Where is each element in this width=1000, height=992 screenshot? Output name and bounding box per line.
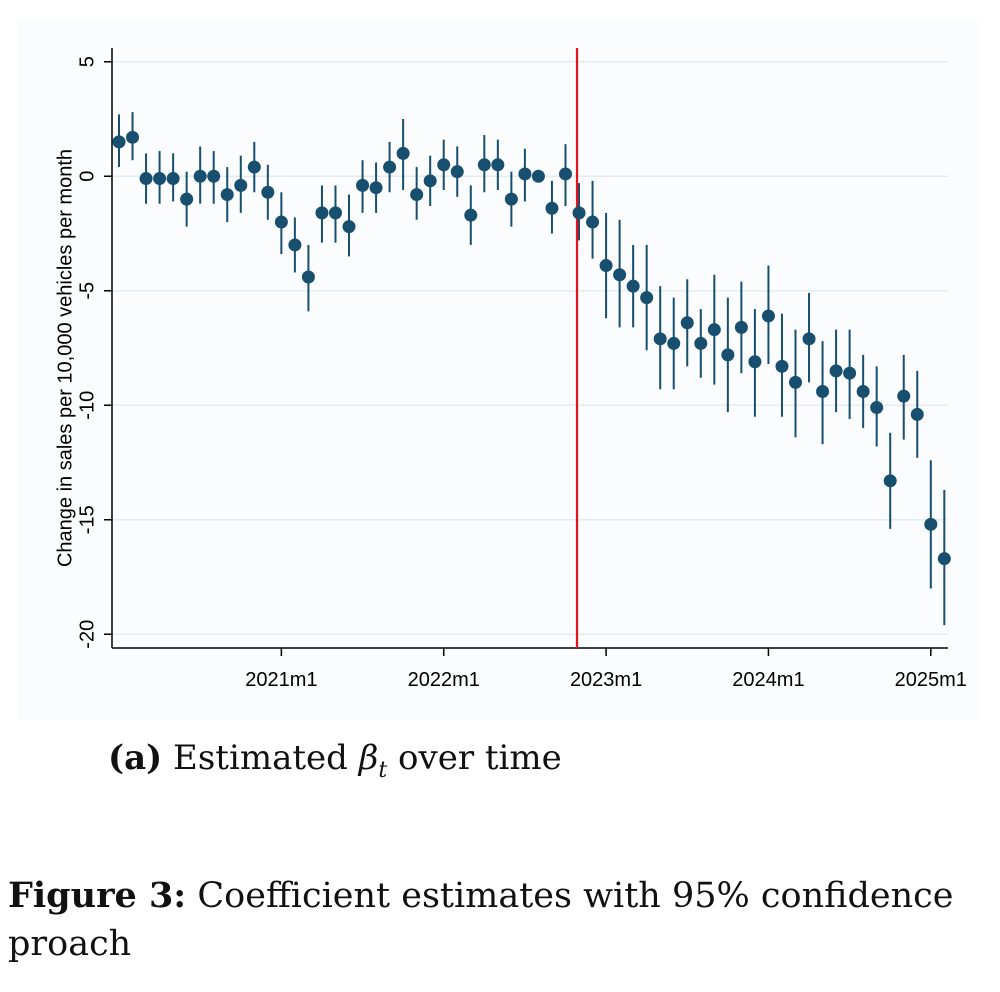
coefficient-point <box>220 188 234 202</box>
coefficient-point <box>572 206 586 220</box>
coefficient-point <box>491 158 505 172</box>
coefficient-point <box>680 316 694 330</box>
coefficient-point <box>518 167 532 181</box>
coefficient-point <box>843 366 857 380</box>
coefficient-point <box>504 192 518 206</box>
subfigure-text-pre: Estimated <box>173 738 348 778</box>
coefficient-point <box>586 215 600 229</box>
coefficient-point <box>829 364 843 378</box>
x-tick-label: 2021m1 <box>245 669 317 691</box>
x-tick-label: 2023m1 <box>570 669 642 691</box>
coefficient-point <box>288 238 302 252</box>
coefficient-point <box>653 332 667 346</box>
coefficient-point <box>545 201 559 215</box>
coefficient-point <box>816 385 830 399</box>
y-tick-label: 5 <box>76 56 98 67</box>
coefficient-point <box>112 135 126 149</box>
y-tick-label: 0 <box>76 171 98 182</box>
coefficient-point <box>328 206 342 220</box>
axis-layer: 5 0 -5 -10 -15 -20 2021m1 2022m1 2023m1 2024m1 202… <box>76 48 967 691</box>
coefficient-point <box>274 215 288 229</box>
coefficient-point <box>721 348 735 362</box>
coefficient-point <box>640 291 654 305</box>
subfigure-label: (a) <box>108 738 163 778</box>
y-tick-label: -5 <box>76 282 98 300</box>
y-tick-label: -20 <box>76 620 98 649</box>
coefficient-point <box>802 332 816 346</box>
coefficient-point <box>423 174 437 188</box>
coefficient-point <box>870 401 884 415</box>
coefficient-point <box>153 172 167 186</box>
coefficient-point <box>613 268 627 282</box>
coefficient-point <box>301 270 315 284</box>
coefficient-point <box>464 208 478 222</box>
coefficient-point <box>139 172 153 186</box>
coefficient-point <box>937 552 951 566</box>
coefficient-point <box>667 336 681 350</box>
grid-layer <box>112 60 948 636</box>
coefficient-point <box>531 169 545 183</box>
coefficient-point <box>599 259 613 273</box>
y-axis-title: Change in sales per 10,000 vehicles per … <box>54 149 76 567</box>
x-tick-label: 2024m1 <box>732 669 804 691</box>
coefficient-point <box>315 206 329 220</box>
figure-caption-text: Coefficient estimates with 95% confidenc… <box>197 876 954 916</box>
coefficient-point <box>383 160 397 174</box>
coefficient-point <box>789 375 802 389</box>
coefficient-point <box>856 385 870 399</box>
x-tick-label: 2025m1 <box>895 669 967 691</box>
coefficient-point <box>707 323 721 337</box>
coefficient-point <box>410 188 424 202</box>
coefficient-point <box>626 279 640 293</box>
chart-panel: 5 0 -5 -10 -15 -20 2021m1 2022m1 2023m1 2024m1 202… <box>18 20 980 720</box>
coefficient-point <box>261 185 275 199</box>
figure-caption: Figure 3: Coefficient estimates with 95%… <box>8 872 998 968</box>
coefficient-chart: 5 0 -5 -10 -15 -20 2021m1 2022m1 2023m1 2024m1 202… <box>54 48 967 691</box>
coefficient-point <box>775 359 789 373</box>
coefficient-point <box>437 158 451 172</box>
coefficient-point <box>897 389 911 403</box>
subfigure-text-post: over time <box>398 738 562 778</box>
coefficient-point <box>924 517 938 531</box>
coefficient-point <box>126 130 140 144</box>
x-tick-label: 2022m1 <box>408 669 480 691</box>
y-tick-label: -15 <box>76 505 98 534</box>
figure-label: Figure 3: <box>8 875 187 916</box>
coefficient-point <box>558 167 572 181</box>
coefficient-point <box>396 146 410 160</box>
coefficient-point <box>193 169 207 183</box>
y-tick-label: -10 <box>76 391 98 420</box>
coefficient-point <box>247 160 261 174</box>
coefficient-point <box>180 192 194 206</box>
coefficient-point <box>477 158 491 172</box>
coefficient-point <box>342 220 356 234</box>
coefficient-point <box>356 178 370 192</box>
beta-subscript: t <box>378 757 388 783</box>
coefficient-point <box>369 181 383 195</box>
coefficient-point <box>166 172 180 186</box>
coefficient-point <box>450 165 464 179</box>
coefficient-point <box>694 336 708 350</box>
beta-symbol: β <box>358 738 379 778</box>
point-layer <box>112 130 951 566</box>
figure-caption-line2: proach <box>8 924 132 964</box>
coefficient-point <box>748 355 762 369</box>
coefficient-point <box>234 178 248 192</box>
coefficient-point <box>734 320 748 334</box>
coefficient-point <box>910 407 924 421</box>
subfigure-caption: (a) Estimated βt over time <box>108 738 562 783</box>
coefficient-point <box>883 474 897 488</box>
coefficient-point <box>207 169 221 183</box>
coefficient-point <box>761 309 775 323</box>
